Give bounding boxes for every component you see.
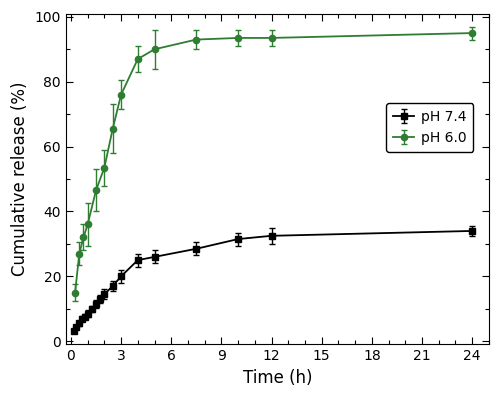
X-axis label: Time (h): Time (h) bbox=[242, 369, 312, 387]
Y-axis label: Cumulative release (%): Cumulative release (%) bbox=[11, 82, 29, 276]
Legend: pH 7.4, pH 6.0: pH 7.4, pH 6.0 bbox=[386, 103, 474, 152]
